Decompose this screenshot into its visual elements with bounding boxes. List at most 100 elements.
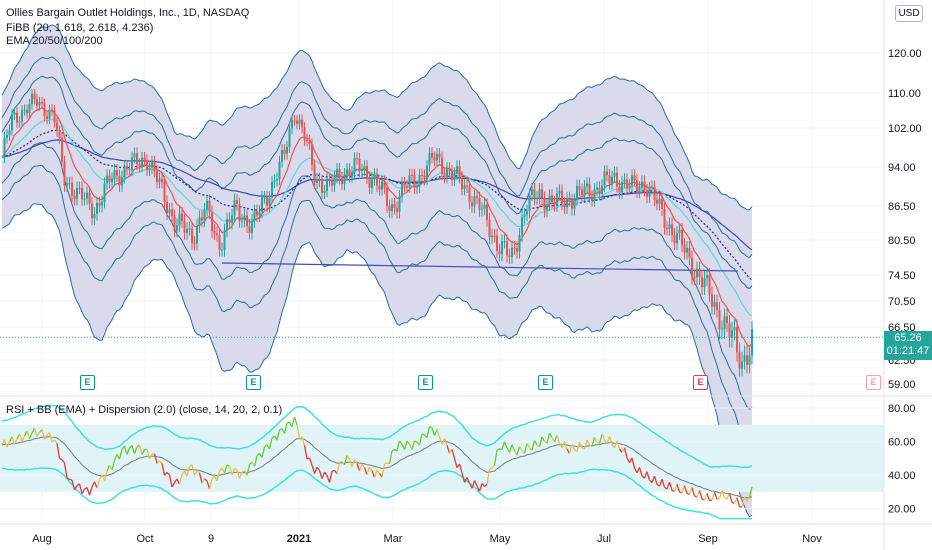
currency-button[interactable]: USD: [895, 5, 923, 22]
candle-body: [426, 165, 428, 180]
candle-body: [358, 158, 361, 171]
rsi-line-segment: [61, 459, 66, 464]
rsi-line-segment: [103, 471, 108, 481]
rsi-line-segment: [633, 467, 638, 474]
candle-body: [708, 274, 711, 295]
rsi-line-segment: [466, 477, 471, 484]
candle-body: [241, 220, 243, 222]
rsi-line-segment: [236, 469, 241, 479]
candle-body: [586, 183, 588, 187]
candle-body: [23, 109, 26, 111]
rsi-line-segment: [658, 479, 663, 487]
candle-body: [416, 186, 418, 188]
candle-body: [746, 355, 748, 366]
candle-body: [726, 316, 728, 324]
rsi-line-segment: [316, 466, 321, 471]
candle-body: [203, 209, 206, 221]
candle-body: [58, 131, 61, 138]
symbol-title[interactable]: Ollies Bargain Outlet Holdings, Inc., 1D…: [6, 7, 250, 19]
candle-body: [66, 183, 68, 186]
rsi-line-segment: [711, 491, 716, 501]
candle-body: [48, 109, 51, 119]
candle-body: [171, 209, 173, 217]
earnings-icon[interactable]: E: [80, 375, 95, 390]
candle-body: [436, 153, 438, 161]
candle-body: [266, 197, 268, 206]
candle-body: [741, 361, 743, 369]
candle-body: [236, 199, 238, 204]
candle-body: [518, 234, 521, 252]
earnings-icon[interactable]: E: [538, 375, 553, 390]
candle-body: [523, 214, 526, 217]
rsi-line-segment: [718, 490, 723, 499]
rsi-line-segment: [53, 439, 58, 444]
candle-body: [3, 137, 6, 158]
earnings-icon-upcoming[interactable]: E: [866, 375, 881, 390]
candle-body: [531, 189, 533, 195]
rsi-line-segment: [721, 490, 726, 499]
rsi-indicator-label[interactable]: RSI + BB (EMA) + Dispersion (2.0) (close…: [6, 404, 283, 416]
fib-band-upper: [1, 24, 753, 211]
rsi-line-segment: [126, 447, 131, 455]
candle-body: [363, 166, 366, 171]
candle-body: [283, 149, 286, 154]
candle-body: [341, 178, 343, 185]
candle-body: [61, 137, 63, 162]
time-axis-label: Mar: [384, 533, 403, 545]
rsi-line-segment: [736, 497, 741, 508]
candle-body: [91, 203, 93, 219]
rsi-line-segment: [93, 481, 98, 489]
rsi-line-segment: [204, 478, 208, 482]
price-axis-label: 59.00: [888, 379, 916, 391]
candle-body: [18, 121, 21, 123]
rsi-line-segment: [26, 430, 31, 439]
candle-body: [336, 169, 338, 178]
rsi-line-segment: [458, 463, 463, 474]
candle-body: [713, 302, 716, 307]
candle-body: [691, 257, 693, 277]
candle-body: [151, 161, 153, 168]
rsi-line-segment: [376, 469, 381, 475]
rsi-line-segment: [123, 446, 128, 455]
candle-body: [361, 170, 363, 172]
candle-body: [163, 182, 166, 202]
earnings-icon-miss[interactable]: E: [693, 375, 708, 390]
candle-body: [146, 160, 148, 170]
rsi-line-segment: [226, 464, 230, 467]
rsi-line-segment: [676, 484, 681, 493]
rsi-line-segment: [653, 475, 658, 485]
rsi-line-segment: [43, 434, 48, 440]
candle-body: [598, 187, 601, 194]
candle-body: [493, 235, 496, 237]
candle-body: [413, 174, 416, 188]
rsi-line-segment: [308, 457, 313, 466]
rsi-line-segment: [733, 497, 738, 504]
candle-body: [676, 233, 678, 244]
candle-body: [131, 157, 133, 171]
rsi-line-segment: [16, 433, 21, 440]
candle-body: [431, 152, 433, 158]
earnings-icon[interactable]: E: [418, 375, 433, 390]
earnings-icon[interactable]: E: [246, 375, 261, 390]
candle-body: [678, 229, 681, 234]
candle-body: [498, 250, 501, 255]
ema-indicator-label[interactable]: EMA 20/50/100/200: [6, 35, 103, 47]
candle-body: [103, 183, 106, 202]
candle-body: [383, 181, 386, 189]
time-axis-label: 2021: [287, 533, 311, 545]
candle-body: [473, 196, 476, 207]
fibb-indicator-label[interactable]: FiBB (20, 1.618, 2.618, 4.236): [6, 22, 154, 34]
candle-body: [208, 200, 211, 213]
rsi-line-segment: [336, 462, 341, 474]
rsi-line-segment: [486, 469, 491, 485]
rsi-line-segment: [673, 484, 678, 492]
rsi-line-segment: [468, 482, 473, 489]
candle-body: [63, 161, 66, 186]
candle-body: [461, 177, 463, 190]
candle-body: [228, 219, 231, 223]
candle-body: [323, 190, 326, 193]
candle-body: [671, 224, 673, 236]
rsi-line-segment: [523, 443, 528, 454]
candle-body: [666, 227, 668, 229]
